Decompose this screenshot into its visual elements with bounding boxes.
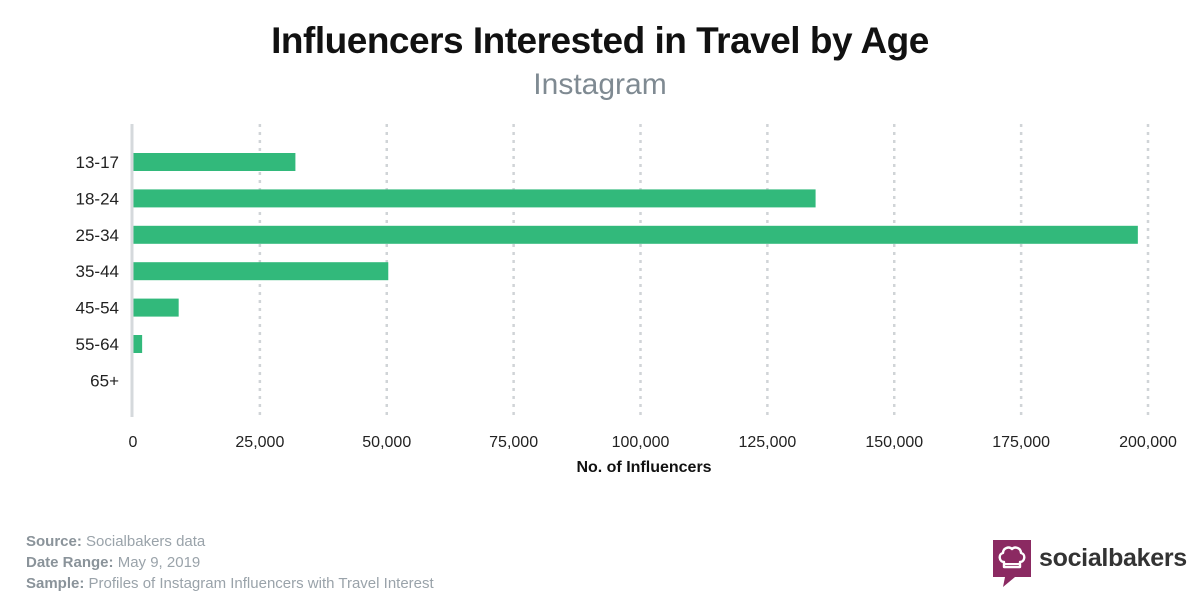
category-label: 45-54 [76, 299, 119, 318]
sample-value: Profiles of Instagram Influencers with T… [88, 575, 434, 592]
bars [133, 153, 1138, 353]
date-range-value: May 9, 2019 [117, 554, 201, 571]
date-range-line: Date Range: May 9, 2019 [26, 552, 434, 573]
bar-chart: 13-17 18-24 25-34 35-44 45-54 55-64 65+ 0 25,00… [76, 124, 1177, 476]
category-label: 65+ [90, 371, 119, 390]
bar [133, 262, 389, 281]
bar [133, 189, 816, 208]
bar [133, 335, 143, 353]
bar [133, 225, 1138, 244]
footer-notes: Source: Socialbakers data Date Range: Ma… [26, 531, 434, 594]
source-value: Socialbakers data [86, 533, 206, 550]
sample-label: Sample: [26, 575, 85, 592]
x-tick-label: 100,000 [612, 434, 670, 451]
bar [133, 298, 179, 317]
x-tick-label: 75,000 [489, 434, 538, 451]
category-labels: 13-17 18-24 25-34 35-44 45-54 55-64 65+ [76, 153, 120, 390]
chart-subtitle: Instagram [533, 68, 667, 101]
category-label: 13-17 [76, 153, 119, 172]
x-axis-label: No. of Influencers [576, 459, 711, 476]
bar [133, 153, 296, 171]
chef-hat-icon [993, 540, 1031, 587]
brand-logo: socialbakers [993, 538, 1187, 588]
x-tick-label: 50,000 [362, 434, 411, 451]
grid-lines [258, 124, 1150, 417]
x-tick-label: 125,000 [738, 434, 796, 451]
x-tick-label: 200,000 [1119, 434, 1177, 451]
x-tick-label: 175,000 [992, 434, 1050, 451]
category-label: 25-34 [76, 226, 119, 245]
x-tick-label: 0 [129, 434, 138, 451]
category-label: 35-44 [76, 262, 119, 281]
source-label: Source: [26, 533, 82, 550]
sample-line: Sample: Profiles of Instagram Influencer… [26, 573, 434, 594]
date-range-label: Date Range: [26, 554, 114, 571]
category-label: 55-64 [76, 335, 119, 354]
source-line: Source: Socialbakers data [26, 531, 434, 552]
category-label: 18-24 [76, 189, 119, 208]
x-tick-label: 150,000 [865, 434, 923, 451]
chart-title: Influencers Interested in Travel by Age [271, 20, 929, 61]
brand-name: socialbakers [1039, 544, 1187, 572]
x-tick-labels: 0 25,000 50,000 75,000 100,000 125,000 150,000… [129, 434, 1177, 451]
x-tick-label: 25,000 [235, 434, 284, 451]
